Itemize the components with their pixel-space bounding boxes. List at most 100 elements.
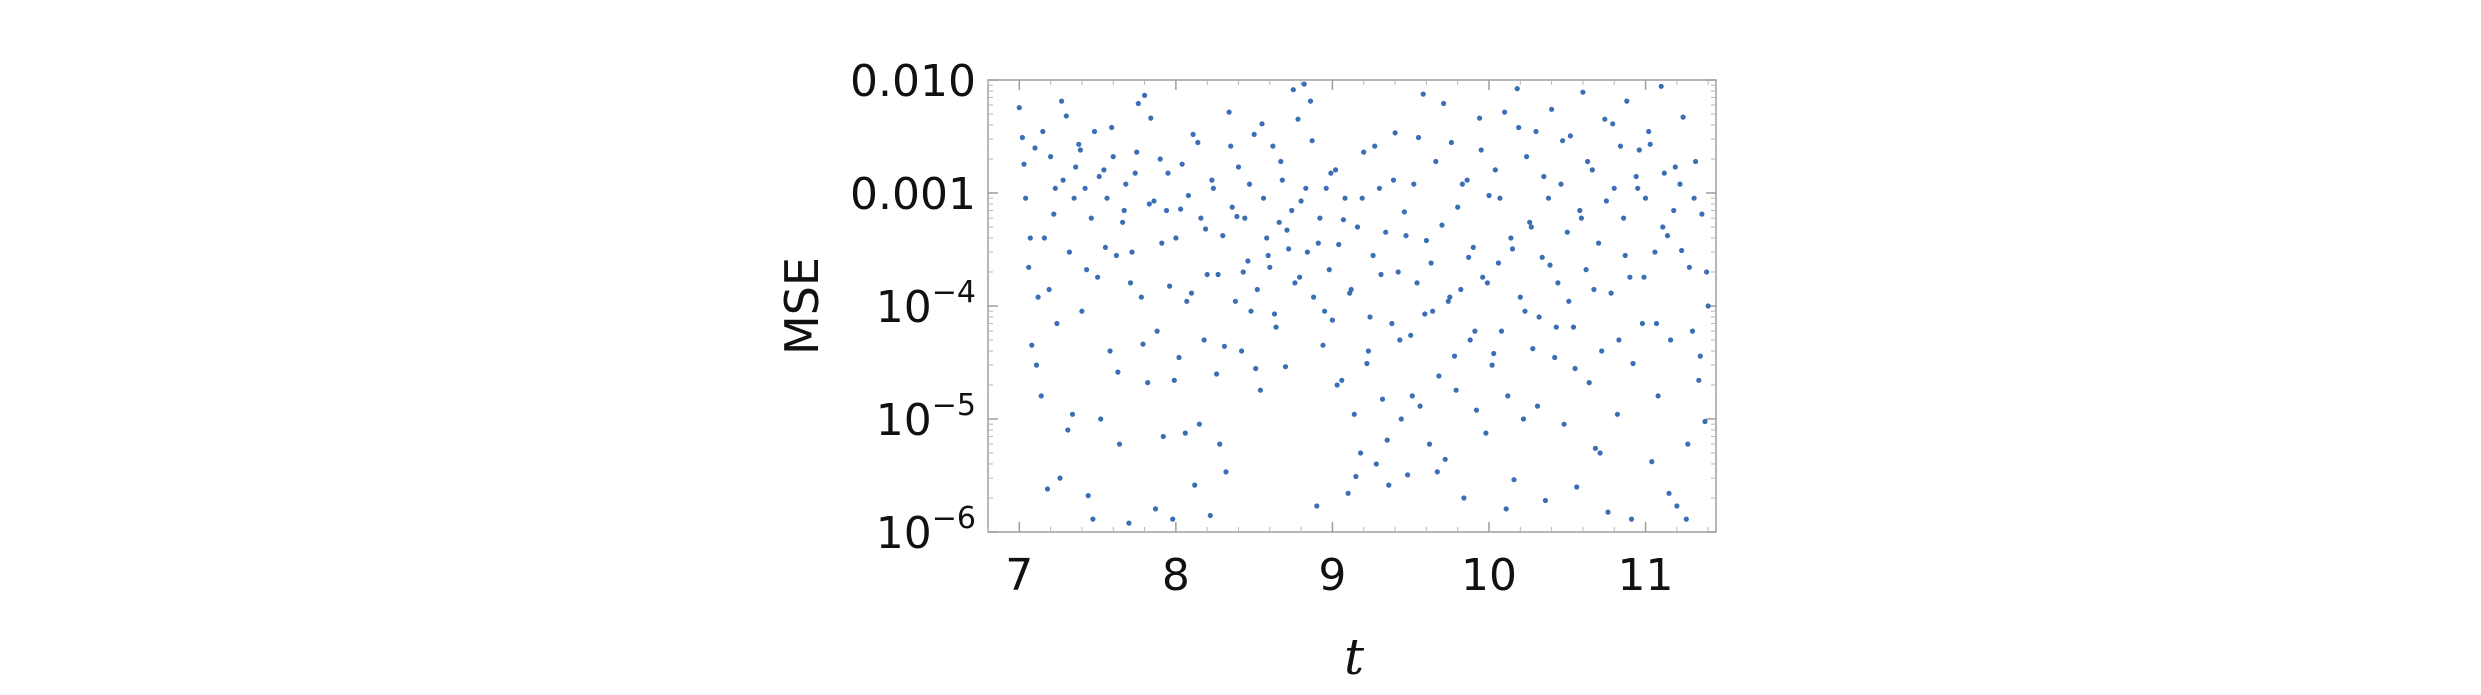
data-point (1192, 482, 1198, 488)
data-point (1524, 154, 1530, 160)
data-point (1051, 211, 1057, 217)
data-point (1639, 320, 1645, 327)
x-tick-label: 9 (1318, 550, 1346, 601)
data-point (1434, 469, 1440, 475)
data-point (1697, 353, 1703, 359)
data-point (1627, 274, 1633, 280)
data-point (1115, 369, 1121, 375)
data-point (1621, 215, 1627, 221)
data-point (1027, 235, 1033, 241)
data-point (1364, 360, 1370, 367)
data-point (1484, 280, 1490, 286)
data-point (1572, 365, 1578, 372)
data-point (1459, 181, 1465, 187)
data-point (1660, 224, 1666, 230)
data-point (1084, 267, 1090, 273)
data-point (1134, 149, 1140, 155)
data-point (1063, 113, 1069, 119)
data-point (1592, 445, 1598, 451)
data-point (1492, 167, 1498, 173)
data-point (1552, 354, 1558, 361)
data-point (1585, 158, 1591, 165)
data-point (1342, 195, 1348, 201)
data-point (1090, 516, 1096, 522)
data-point (1567, 133, 1573, 139)
data-point (1278, 158, 1284, 165)
data-point (1570, 324, 1577, 330)
data-point (1633, 173, 1639, 180)
data-point (1354, 224, 1361, 230)
data-point (1171, 377, 1177, 383)
data-point (1303, 185, 1309, 191)
data-point (1289, 207, 1295, 214)
data-point (1333, 167, 1339, 173)
x-tick-label: 11 (1618, 550, 1674, 601)
data-point (1630, 360, 1636, 367)
data-point (1664, 233, 1671, 239)
data-point (1195, 139, 1201, 146)
plot-frame (987, 79, 1717, 533)
data-point (1647, 141, 1653, 147)
data-point (1129, 249, 1135, 255)
data-point (1204, 271, 1210, 278)
data-point (1286, 246, 1292, 252)
data-point (1628, 516, 1635, 522)
data-point (1032, 145, 1038, 151)
data-point (1655, 393, 1661, 399)
data-point (1226, 109, 1232, 115)
data-point (1683, 516, 1689, 522)
data-point (1671, 207, 1677, 214)
data-point (1414, 280, 1420, 286)
data-point (1666, 490, 1672, 496)
data-point (1069, 411, 1076, 417)
data-point (1071, 195, 1077, 201)
data-point (1373, 461, 1379, 467)
data-point (1668, 337, 1674, 343)
data-point (1138, 294, 1144, 300)
data-point (1610, 121, 1616, 127)
data-point (1477, 115, 1483, 121)
data-point (1057, 475, 1063, 481)
data-point (1455, 204, 1461, 210)
data-point (1228, 143, 1234, 149)
data-point (1520, 416, 1526, 422)
data-point (1109, 124, 1115, 131)
data-point (1367, 314, 1373, 320)
data-point (1693, 158, 1699, 165)
data-point (1339, 377, 1345, 383)
data-point (1077, 147, 1083, 153)
data-point (1680, 114, 1686, 120)
data-point (1685, 441, 1691, 447)
data-point (1217, 441, 1223, 447)
data-point (1264, 235, 1270, 241)
data-point (1334, 382, 1340, 388)
data-point (1498, 328, 1505, 334)
data-point (1101, 167, 1107, 173)
data-point (1170, 516, 1176, 522)
data-point (1270, 143, 1276, 149)
data-point (1298, 198, 1304, 204)
data-point (1596, 240, 1602, 246)
data-point (1065, 427, 1071, 433)
data-point (1066, 249, 1072, 255)
data-point (1495, 260, 1501, 266)
data-point (1361, 149, 1367, 155)
data-point (1154, 328, 1160, 334)
data-point (1430, 308, 1436, 314)
data-point (1188, 290, 1195, 296)
data-point (1260, 195, 1267, 201)
data-point (1257, 387, 1263, 393)
data-point (1545, 195, 1552, 201)
data-point (1553, 324, 1559, 330)
data-point (1586, 380, 1592, 386)
data-point (1389, 320, 1395, 327)
data-point (1079, 308, 1085, 314)
data-point (1091, 128, 1098, 135)
data-point (1273, 324, 1279, 330)
data-point (1146, 201, 1152, 207)
data-point (1578, 215, 1584, 221)
data-point (1392, 130, 1398, 136)
data-point (1555, 280, 1561, 286)
data-point (1214, 371, 1220, 377)
data-point (1182, 430, 1188, 436)
